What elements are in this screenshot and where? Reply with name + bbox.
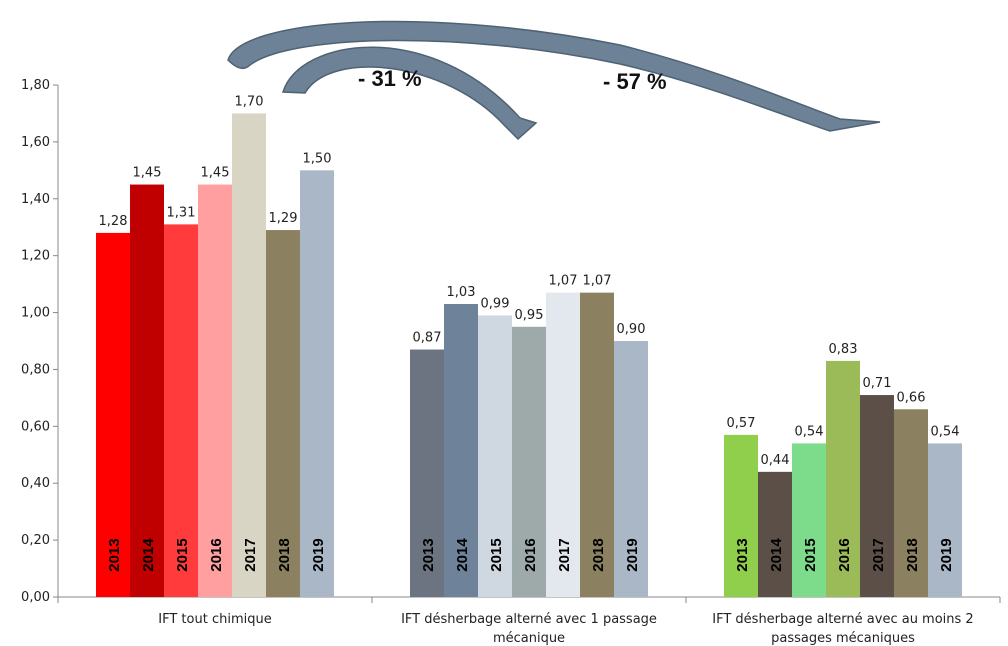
arrow-to-1-passage <box>281 46 538 141</box>
bar-2016-cat2 <box>512 326 546 597</box>
value-label: 0,87 <box>413 331 442 346</box>
year-label: 2017 <box>242 538 259 571</box>
category-label: passages mécaniques <box>771 631 915 646</box>
value-label: 0,66 <box>897 390 926 405</box>
bar-2018-cat2 <box>580 292 614 597</box>
y-tick-label: 0,20 <box>21 533 50 548</box>
value-label: 1,31 <box>167 205 196 220</box>
bar-2017-cat1 <box>232 113 266 597</box>
bar-2017-cat2 <box>546 292 580 597</box>
bar-2015-cat2 <box>478 315 512 597</box>
bar-2013-cat2 <box>410 349 444 597</box>
category-label: IFT désherbage alterné avec 1 passage <box>401 612 657 627</box>
year-label: 2015 <box>174 538 191 571</box>
value-label: 0,71 <box>863 376 892 391</box>
category-labels: IFT tout chimique IFT désherbage alterné … <box>158 612 973 646</box>
value-labels: 1,28 2013 1,45 2014 1,31 2015 1,45 2016 1,70 2017… <box>99 94 960 571</box>
value-label: 0,90 <box>617 322 646 337</box>
y-tick-label: 1,20 <box>21 249 50 264</box>
reduction-label-31: - 31 % <box>358 66 422 91</box>
y-tick-label: 0,60 <box>21 419 50 434</box>
value-label: 0,99 <box>481 296 510 311</box>
bar-2013-cat3 <box>724 434 758 597</box>
value-label: 1,03 <box>447 285 476 300</box>
value-label: 1,07 <box>549 274 578 289</box>
year-label: 2014 <box>454 538 471 572</box>
value-label: 1,28 <box>99 214 128 229</box>
year-label: 2015 <box>488 538 505 571</box>
category-label: mécanique <box>493 631 565 646</box>
bar-2019-cat1 <box>300 170 334 598</box>
value-label: 1,50 <box>303 151 332 166</box>
value-label: 1,45 <box>133 166 162 181</box>
bar-2016-cat1 <box>198 184 232 598</box>
year-label: 2018 <box>590 538 607 571</box>
bars <box>96 113 962 598</box>
bar-2017-cat3 <box>860 395 894 597</box>
year-label: 2017 <box>870 538 887 571</box>
bar-2014-cat2 <box>444 304 478 597</box>
year-label: 2016 <box>522 538 539 571</box>
year-label: 2019 <box>310 538 327 571</box>
year-label: 2013 <box>734 538 751 571</box>
value-label: 0,57 <box>727 416 756 431</box>
bar-2019-cat3 <box>928 443 962 597</box>
year-label: 2013 <box>106 538 123 571</box>
value-label: 0,83 <box>829 342 858 357</box>
reduction-arrows <box>227 20 881 141</box>
year-label: 2019 <box>938 538 955 571</box>
year-label: 2017 <box>556 538 573 571</box>
value-label: 1,29 <box>269 211 298 226</box>
year-label: 2018 <box>904 538 921 571</box>
y-axis: 0,00 0,20 0,40 0,60 0,80 1,00 1,20 1,40 1,60 1,80 <box>21 78 59 605</box>
year-label: 2019 <box>624 538 641 571</box>
year-label: 2016 <box>208 538 225 571</box>
value-label: 1,07 <box>583 274 612 289</box>
category-label: IFT désherbage alterné avec au moins 2 <box>712 612 973 627</box>
category-label: IFT tout chimique <box>158 612 271 627</box>
year-label: 2014 <box>768 538 785 572</box>
bar-2014-cat3 <box>758 471 792 597</box>
bar-2018-cat1 <box>266 230 300 598</box>
value-label: 1,45 <box>201 166 230 181</box>
year-label: 2013 <box>420 538 437 571</box>
bar-2016-cat3 <box>826 360 860 597</box>
year-label: 2015 <box>802 538 819 571</box>
bar-2015-cat3 <box>792 443 826 597</box>
bar-2014-cat1 <box>130 184 164 598</box>
y-tick-label: 1,80 <box>21 78 50 93</box>
bar-2019-cat2 <box>614 341 648 597</box>
y-tick-label: 1,40 <box>21 192 50 207</box>
year-label: 2018 <box>276 538 293 571</box>
y-tick-label: 1,00 <box>21 306 50 321</box>
y-tick-label: 0,80 <box>21 362 50 377</box>
arrow-to-2-passages <box>227 20 881 132</box>
bar-2013-cat1 <box>96 232 130 597</box>
reduction-label-57: - 57 % <box>603 69 667 94</box>
x-axis <box>57 596 1001 603</box>
bar-2015-cat1 <box>164 224 198 597</box>
value-label: 0,54 <box>931 424 960 439</box>
value-label: 0,54 <box>795 424 824 439</box>
value-label: 0,95 <box>515 308 544 323</box>
bar-2018-cat3 <box>894 409 928 597</box>
y-tick-label: 0,00 <box>21 590 50 605</box>
value-label: 1,70 <box>235 94 264 109</box>
y-tick-label: 0,40 <box>21 476 50 491</box>
year-label: 2014 <box>140 538 157 572</box>
year-label: 2016 <box>836 538 853 571</box>
value-label: 0,44 <box>761 453 790 468</box>
y-tick-label: 1,60 <box>21 135 50 150</box>
